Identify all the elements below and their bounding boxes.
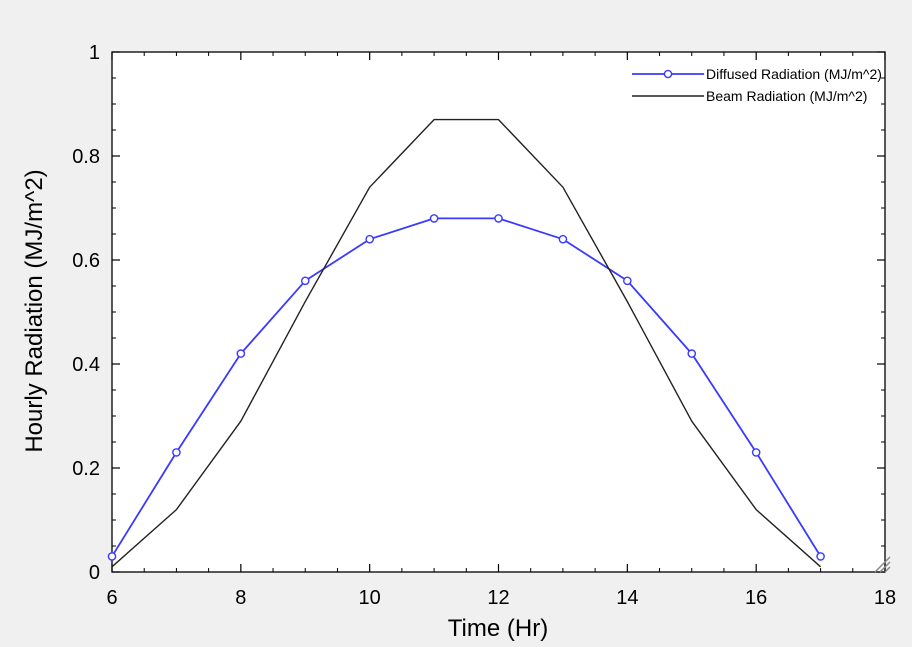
plot-area <box>111 51 886 573</box>
legend: Diffused Radiation (MJ/m^2) Beam Radiatio… <box>632 66 882 104</box>
diffused-radiation-point <box>429 214 439 223</box>
diffused-radiation-point <box>300 276 310 286</box>
x-tick-labels: 6 8 10 12 14 16 18 <box>106 587 896 609</box>
x-tick-label: 10 <box>359 587 381 609</box>
x-tick-label: 14 <box>616 587 638 609</box>
x-tick-label: 12 <box>487 587 509 609</box>
y-tick-label: 0.2 <box>72 458 100 480</box>
resize-grip-line-1 <box>879 561 891 573</box>
diffused-radiation-point <box>236 349 246 358</box>
y-tick-label: 0.8 <box>72 146 100 168</box>
y-axis-title: Hourly Radiation (MJ/m^2) <box>21 169 48 452</box>
x-tick-label: 18 <box>874 587 896 609</box>
x-axis-title: Time (Hr) <box>448 615 548 642</box>
legend-marker-diffused-radiation <box>663 69 673 79</box>
y-tick-label: 1 <box>89 42 100 64</box>
y-tick-label: 0 <box>89 562 100 584</box>
resize-grip-icon[interactable] <box>874 556 891 573</box>
resize-grip-line-3 <box>874 556 891 573</box>
x-tick-label: 8 <box>235 587 246 609</box>
series-layer <box>111 118 822 568</box>
diffused-radiation-point <box>623 276 632 286</box>
resize-grip-line-2 <box>884 566 891 573</box>
markers-layer <box>107 214 825 561</box>
y-tick-label: 0.4 <box>72 354 100 376</box>
diffused-radiation-point <box>365 234 374 244</box>
series-line-beam-radiation <box>111 118 822 568</box>
y-tick-label: 0.6 <box>72 250 100 272</box>
x-tick-label: 6 <box>106 587 117 609</box>
legend-label-beam-radiation: Beam Radiation (MJ/m^2) <box>706 88 867 104</box>
diffused-radiation-point <box>107 552 117 561</box>
diffused-radiation-point <box>687 349 697 358</box>
x-tick-label: 16 <box>745 587 767 609</box>
y-tick-labels: 0 0.2 0.4 0.6 0.8 1 <box>72 42 100 584</box>
diffused-radiation-point <box>494 214 503 223</box>
diffused-radiation-point <box>172 448 181 457</box>
diffused-radiation-point <box>558 234 568 244</box>
series-line-diffused-radiation <box>111 217 822 557</box>
axis-ticks-layer <box>111 51 886 573</box>
diffused-radiation-point <box>816 552 825 561</box>
legend-label-diffused-radiation: Diffused Radiation (MJ/m^2) <box>706 66 882 82</box>
diffused-radiation-point <box>751 448 761 457</box>
